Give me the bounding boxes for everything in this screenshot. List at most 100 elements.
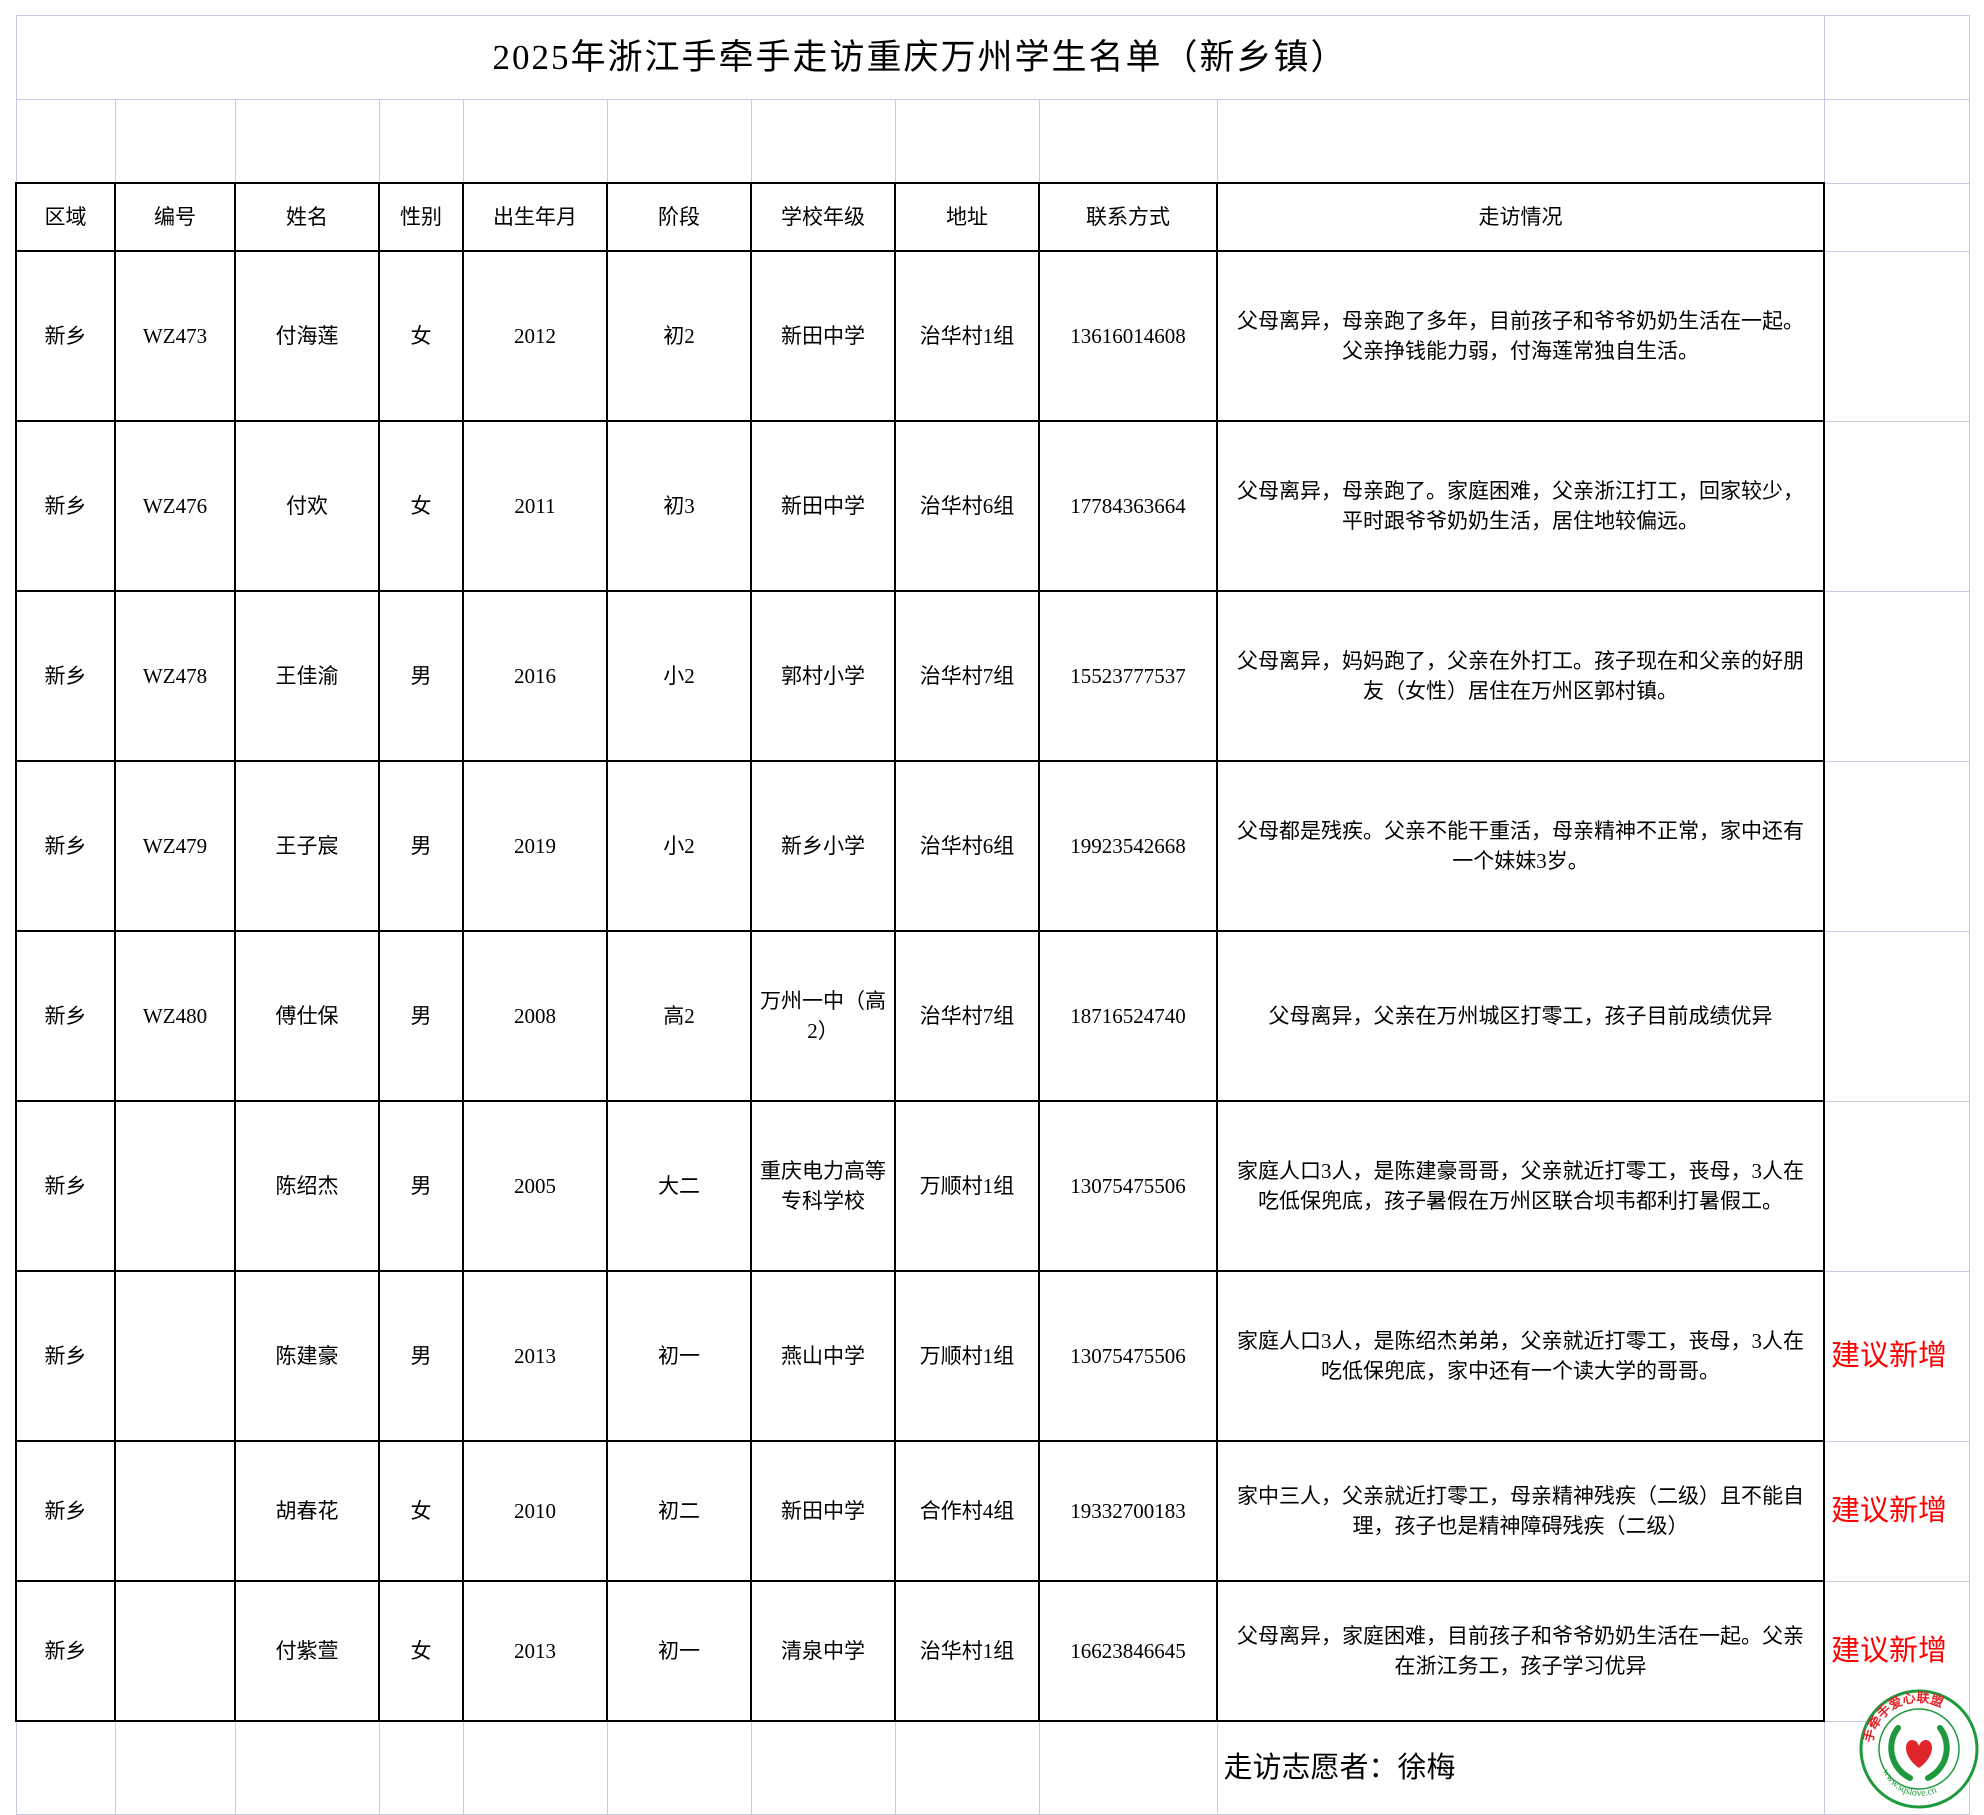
cell-region: 新乡	[15, 760, 116, 932]
cell-region: 新乡	[15, 1440, 116, 1582]
cell-name: 付紫萱	[234, 1580, 380, 1722]
cell-id: WZ480	[114, 930, 236, 1102]
table-row: 新乡 陈绍杰男 2005 大二 重庆电力高等专科学校 万顺村1组 13075475506 家庭…	[15, 1100, 1970, 1272]
cell-name: 胡春花	[234, 1440, 380, 1582]
cell-note: 父母离异，母亲跑了。家庭困难，父亲浙江打工，回家较少，平时跟爷爷奶奶生活，居住地…	[1216, 420, 1825, 592]
cell-id	[114, 1100, 236, 1272]
table-row: 新乡 WZ473 付海莲女 2012 初2 新田中学 治华村1组 13616014608 父母离…	[15, 250, 1970, 422]
column-header: 出生年月	[462, 182, 608, 252]
cell-address: 治华村6组	[894, 420, 1040, 592]
cell-note: 父母都是残疾。父亲不能干重活，母亲精神不正常，家中还有一个妹妹3岁。	[1216, 760, 1825, 932]
empty-cell	[15, 99, 116, 184]
empty-cell	[750, 99, 896, 184]
empty-cell	[1038, 1720, 1218, 1815]
cell-stage: 初二	[606, 1440, 752, 1582]
cell-phone: 16623846645	[1038, 1580, 1218, 1722]
remark-cell: 建议新增	[1823, 1270, 1970, 1442]
column-header: 编号	[114, 182, 236, 252]
table-row: 新乡 WZ479 王子宸男 2019 小2 新乡小学 治华村6组 19923542668 父母都…	[15, 760, 1970, 932]
empty-cell	[894, 99, 1040, 184]
table-row: 新乡 WZ478 王佳渝男 2016 小2 郭村小学 治华村7组 15523777537 父母离…	[15, 590, 1970, 762]
table-row: 新乡 陈建豪男 2013 初一 燕山中学 万顺村1组 13075475506 家庭人口3人，是…	[15, 1270, 1970, 1442]
empty-cell	[462, 99, 608, 184]
cell-gender: 男	[378, 1270, 464, 1442]
cell-note: 父母离异，妈妈跑了，父亲在外打工。孩子现在和父亲的好朋友（女性）居住在万州区郭村…	[1216, 590, 1825, 762]
cell-note: 父母离异，母亲跑了多年，目前孩子和爷爷奶奶生活在一起。父亲挣钱能力弱，付海莲常独…	[1216, 250, 1825, 422]
cell-school: 新乡小学	[750, 760, 896, 932]
cell-school: 清泉中学	[750, 1580, 896, 1722]
cell-gender: 女	[378, 1440, 464, 1582]
cell-name: 傅仕保	[234, 930, 380, 1102]
cell-stage: 初一	[606, 1270, 752, 1442]
empty-cell	[1823, 99, 1970, 184]
cell-school: 新田中学	[750, 1440, 896, 1582]
remark-cell: 建议新增	[1823, 1440, 1970, 1582]
empty-cell	[1216, 99, 1825, 184]
cell-phone: 19923542668	[1038, 760, 1218, 932]
cell-address: 治华村6组	[894, 760, 1040, 932]
cell-birth: 2013	[462, 1580, 608, 1722]
cell-name: 王佳渝	[234, 590, 380, 762]
cell-region: 新乡	[15, 250, 116, 422]
cell-birth: 2011	[462, 420, 608, 592]
empty-cell	[606, 1720, 752, 1815]
cell-address: 治华村1组	[894, 250, 1040, 422]
cell-stage: 小2	[606, 760, 752, 932]
cell-region: 新乡	[15, 1580, 116, 1722]
remark-cell	[1823, 930, 1970, 1102]
remark-cell	[1823, 590, 1970, 762]
cell-birth: 2019	[462, 760, 608, 932]
cell-address: 治华村1组	[894, 1580, 1040, 1722]
cell-stage: 初一	[606, 1580, 752, 1722]
cell-region: 新乡	[15, 1100, 116, 1272]
column-header: 联系方式	[1038, 182, 1218, 252]
cell-gender: 男	[378, 760, 464, 932]
column-header: 阶段	[606, 182, 752, 252]
cell-id: WZ479	[114, 760, 236, 932]
empty-cell	[1823, 182, 1970, 252]
table-row: 新乡 付紫萱女 2013 初一 清泉中学 治华村1组 16623846645 父母离异，家庭困…	[15, 1580, 1970, 1722]
remark-cell	[1823, 250, 1970, 422]
cell-school: 新田中学	[750, 420, 896, 592]
cell-region: 新乡	[15, 930, 116, 1102]
cell-school: 燕山中学	[750, 1270, 896, 1442]
cell-id	[114, 1270, 236, 1442]
cell-address: 合作村4组	[894, 1440, 1040, 1582]
cell-note: 家庭人口3人，是陈绍杰弟弟，父亲就近打零工，丧母，3人在吃低保兜底，家中还有一个…	[1216, 1270, 1825, 1442]
remark-cell	[1823, 1100, 1970, 1272]
cell-gender: 女	[378, 250, 464, 422]
volunteer-label: 走访志愿者：徐梅	[1216, 1720, 1825, 1815]
cell-name: 陈建豪	[234, 1270, 380, 1442]
cell-birth: 2005	[462, 1100, 608, 1272]
cell-note: 家庭人口3人，是陈建豪哥哥，父亲就近打零工，丧母，3人在吃低保兜底，孩子暑假在万…	[1216, 1100, 1825, 1272]
table-row: 新乡 胡春花女 2010 初二 新田中学 合作村4组 19332700183 家中三人，父亲就…	[15, 1440, 1970, 1582]
empty-cell	[114, 99, 236, 184]
cell-gender: 男	[378, 930, 464, 1102]
cell-address: 万顺村1组	[894, 1270, 1040, 1442]
cell-school: 重庆电力高等专科学校	[750, 1100, 896, 1272]
cell-note: 父母离异，家庭困难，目前孩子和爷爷奶奶生活在一起。父亲在浙江务工，孩子学习优异	[1216, 1580, 1825, 1722]
remark-cell	[1823, 420, 1970, 592]
cell-school: 郭村小学	[750, 590, 896, 762]
cell-address: 治华村7组	[894, 590, 1040, 762]
cell-gender: 男	[378, 1100, 464, 1272]
empty-cell	[378, 99, 464, 184]
cell-birth: 2013	[462, 1270, 608, 1442]
cell-stage: 初2	[606, 250, 752, 422]
cell-phone: 18716524740	[1038, 930, 1218, 1102]
cell-stage: 高2	[606, 930, 752, 1102]
cell-region: 新乡	[15, 1270, 116, 1442]
cell-stage: 小2	[606, 590, 752, 762]
heart-icon	[1906, 1740, 1932, 1768]
cell-phone: 13075475506	[1038, 1100, 1218, 1272]
cell-phone: 17784363664	[1038, 420, 1218, 592]
cell-phone: 13616014608	[1038, 250, 1218, 422]
empty-cell	[462, 1720, 608, 1815]
cell-stage: 大二	[606, 1100, 752, 1272]
cell-gender: 女	[378, 420, 464, 592]
empty-cell	[234, 1720, 380, 1815]
column-header: 性别	[378, 182, 464, 252]
empty-cell	[606, 99, 752, 184]
cell-gender: 女	[378, 1580, 464, 1722]
empty-cell	[378, 1720, 464, 1815]
